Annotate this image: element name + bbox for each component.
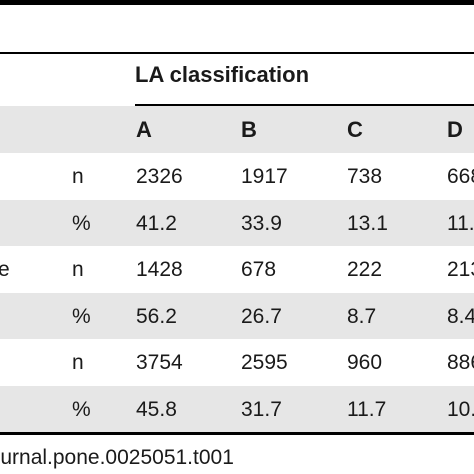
- cell-c: 8.7: [347, 305, 377, 328]
- top-rule: [0, 0, 474, 5]
- cell-b: 1917: [241, 165, 288, 188]
- table-row: n 2326 1917 738 668: [0, 153, 474, 200]
- table-row: e n 1428 678 222 213: [0, 246, 474, 293]
- bottom-rule: [0, 432, 474, 435]
- cell-b: 33.9: [241, 212, 282, 235]
- cell-c: 960: [347, 351, 383, 374]
- table-row: % 41.2 33.9 13.1 11.8: [0, 200, 474, 246]
- group-header-underline: [135, 104, 474, 106]
- cell-d: 886: [447, 351, 474, 374]
- cell-a: 56.2: [136, 305, 177, 328]
- row-unit: %: [72, 212, 91, 235]
- column-header-d: D: [447, 117, 463, 142]
- column-header-a: A: [136, 117, 152, 142]
- cell-c: 738: [347, 165, 383, 188]
- cell-b: 26.7: [241, 305, 282, 328]
- header-top-rule: [0, 52, 474, 54]
- cell-a: 1428: [136, 258, 183, 281]
- cell-a: 41.2: [136, 212, 177, 235]
- column-header-row: A B C D: [0, 106, 474, 153]
- cell-a: 45.8: [136, 398, 177, 421]
- cell-c: 13.1: [347, 212, 388, 235]
- cell-d: 668: [447, 165, 474, 188]
- group-header: LA classification: [135, 62, 310, 87]
- cell-b: 678: [241, 258, 277, 281]
- cell-b: 2595: [241, 351, 288, 374]
- table-row: % 45.8 31.7 11.7 10.8: [0, 386, 474, 432]
- cell-d: 213: [447, 258, 474, 281]
- row-unit: %: [72, 398, 91, 421]
- row-unit: n: [72, 258, 84, 281]
- row-unit: %: [72, 305, 91, 328]
- table-row: n 3754 2595 960 886: [0, 339, 474, 386]
- cell-d: 10.8: [447, 398, 474, 421]
- column-header-b: B: [241, 117, 257, 142]
- column-header-c: C: [347, 117, 363, 142]
- cell-a: 3754: [136, 351, 183, 374]
- cell-b: 31.7: [241, 398, 282, 421]
- cell-d: 8.4: [447, 305, 474, 328]
- row-label: e: [0, 258, 10, 281]
- row-unit: n: [72, 351, 84, 374]
- row-unit: n: [72, 165, 84, 188]
- table-row: % 56.2 26.7 8.7 8.4: [0, 293, 474, 339]
- cell-c: 222: [347, 258, 383, 281]
- cell-c: 11.7: [347, 398, 387, 421]
- cell-d: 11.8: [447, 212, 474, 235]
- cell-a: 2326: [136, 165, 183, 188]
- doi-link[interactable]: journal.pone.0025051.t001: [0, 446, 234, 469]
